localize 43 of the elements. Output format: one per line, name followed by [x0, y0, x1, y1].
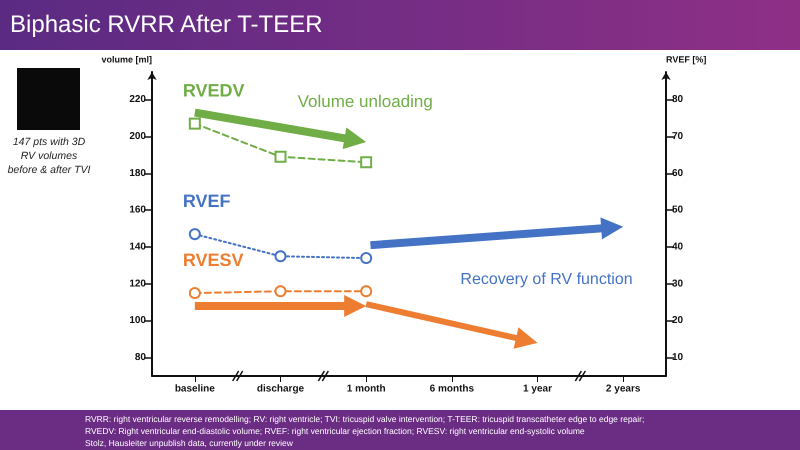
y-tick-label: 80 [134, 352, 146, 364]
point [274, 285, 286, 298]
point [360, 285, 372, 298]
x-tick-label: baseline [174, 384, 216, 394]
annotation: Volume unloading [298, 92, 433, 112]
series-label: RVESV [182, 250, 244, 270]
text: RVEDV: Right ventricular end-diastolic volume; RVEF: right ventricular ejection fraction; RVESV: right ventricular end-systolic volume [85, 425, 586, 437]
y-tick-label: 200 [129, 130, 146, 142]
y2-tick-label: 60 [672, 168, 684, 179]
x-tick-label: discharge [256, 384, 305, 394]
text: Stolz, Hausleiter unpublish data, currently under review [85, 437, 294, 449]
annotation: Recovery of RV function [460, 270, 633, 288]
y2-tick-label: 50 [672, 204, 684, 216]
y-tick-label: 140 [129, 242, 146, 253]
x-tick-label: 1 year [523, 384, 552, 394]
x-tick-label: 1 month [346, 384, 386, 394]
point [360, 252, 372, 264]
text: RVRR: right ventricular reverse remodelling; RV: right ventricle; TVI: tricuspid valve intervention; T-TEER: tricuspid transcatheter edge to edge repair; [85, 413, 646, 425]
point [188, 228, 201, 240]
y-tick-label: 100 [129, 315, 146, 326]
point [274, 250, 286, 262]
y-axis-title: volume [ml] [101, 54, 152, 64]
y2-tick-label: 40 [672, 242, 684, 253]
point [188, 287, 201, 300]
y-tick-label: 160 [129, 204, 146, 216]
y2-tick-label: 30 [672, 278, 684, 290]
chart-title: Biphasic RVRR After T-TEER [0, 0, 800, 50]
x-tick-label: 6 months [430, 384, 474, 394]
y-tick-label: 120 [129, 278, 146, 290]
y2-tick-label: 80 [672, 94, 684, 106]
y-tick-label: 220 [129, 94, 146, 106]
point [360, 156, 372, 168]
x-tick-label: 2 years [606, 384, 641, 394]
point [274, 150, 286, 163]
series-label: RVEF [182, 191, 231, 212]
y2-tick-label: 70 [672, 130, 684, 142]
text: 147 pts with 3D RV volumes before & after TVI [6, 135, 92, 177]
series-label: RVEDV [182, 80, 245, 101]
y-tick-label: 180 [129, 168, 146, 179]
y2-tick-label: 10 [672, 352, 684, 364]
y2-tick-label: 20 [672, 315, 684, 326]
point [188, 118, 201, 130]
y2-axis-title: RVEF [%] [666, 54, 706, 64]
